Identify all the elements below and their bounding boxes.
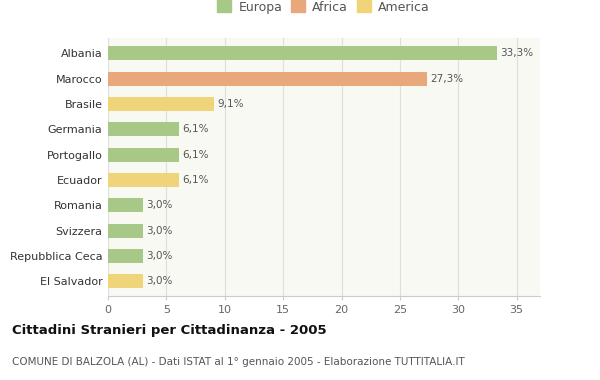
Bar [108,173,179,187]
Bar [108,97,214,111]
Text: 9,1%: 9,1% [218,99,244,109]
Text: 3,0%: 3,0% [146,276,173,286]
Bar [108,122,179,136]
Bar [108,147,179,162]
Text: 3,0%: 3,0% [146,251,173,261]
Bar [108,46,497,60]
Text: 6,1%: 6,1% [183,175,209,185]
Text: 33,3%: 33,3% [500,48,533,58]
Text: 6,1%: 6,1% [183,150,209,160]
Bar [108,274,143,288]
Legend: Europa, Africa, America: Europa, Africa, America [215,0,433,18]
Bar [108,198,143,212]
Text: 3,0%: 3,0% [146,226,173,236]
Text: 27,3%: 27,3% [430,74,463,84]
Text: 3,0%: 3,0% [146,200,173,210]
Bar [108,71,427,86]
Text: Cittadini Stranieri per Cittadinanza - 2005: Cittadini Stranieri per Cittadinanza - 2… [12,325,326,337]
Bar [108,249,143,263]
Bar [108,223,143,238]
Text: 6,1%: 6,1% [183,124,209,134]
Text: COMUNE DI BALZOLA (AL) - Dati ISTAT al 1° gennaio 2005 - Elaborazione TUTTITALIA: COMUNE DI BALZOLA (AL) - Dati ISTAT al 1… [12,357,465,367]
